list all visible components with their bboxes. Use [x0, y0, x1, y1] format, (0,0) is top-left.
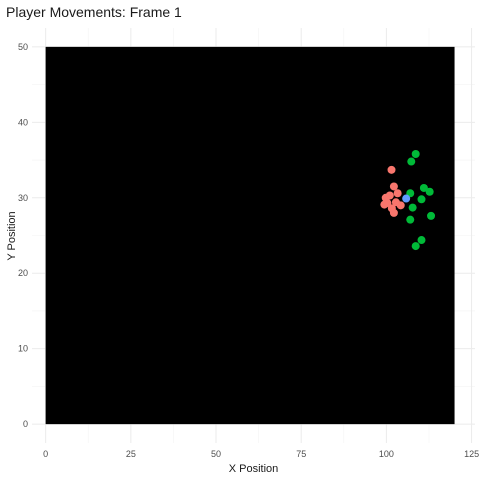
field-layer	[45, 46, 455, 425]
player-point-series-0	[396, 201, 405, 210]
player-point-series-1	[408, 203, 417, 212]
player-point-series-0	[389, 208, 398, 217]
player-point-series-0	[385, 191, 394, 200]
x-tick-label: 125	[464, 449, 479, 459]
player-point-series-1	[425, 187, 434, 196]
x-tick-label: 25	[126, 449, 136, 459]
player-point-series-0	[389, 182, 398, 191]
player-point-series-1	[406, 215, 415, 224]
player-point-series-1	[417, 195, 426, 204]
player-point-series-1	[419, 183, 428, 192]
y-axis-label: Y Position	[6, 211, 18, 260]
points-layer	[380, 150, 436, 251]
y-tick-label: 40	[18, 117, 28, 127]
x-axis-label: X Position	[229, 463, 279, 475]
y-tick-label: 0	[23, 419, 28, 429]
y-tick-label: 30	[18, 193, 28, 203]
x-tick-label: 50	[211, 449, 221, 459]
y-tick-label: 10	[18, 344, 28, 354]
x-axis-ticks: 0 25 50 75 100 125	[43, 449, 479, 459]
player-point-series-0	[393, 189, 402, 198]
y-axis-ticks: 0 10 20 30 40 50	[18, 42, 28, 429]
player-point-series-1	[417, 236, 426, 245]
player-point-series-1	[411, 150, 420, 159]
player-point-series-1	[407, 157, 416, 166]
y-tick-label: 20	[18, 268, 28, 278]
x-tick-label: 0	[43, 449, 48, 459]
player-point-series-2	[402, 194, 411, 203]
chart-title: Player Movements: Frame 1	[6, 4, 182, 20]
y-tick-label: 50	[18, 42, 28, 52]
player-point-series-0	[387, 165, 396, 174]
player-point-series-1	[427, 211, 436, 220]
field-rect	[45, 46, 455, 425]
player-point-series-1	[411, 242, 420, 251]
x-tick-label: 75	[296, 449, 306, 459]
player-point-series-0	[380, 200, 389, 209]
x-tick-label: 100	[379, 449, 394, 459]
